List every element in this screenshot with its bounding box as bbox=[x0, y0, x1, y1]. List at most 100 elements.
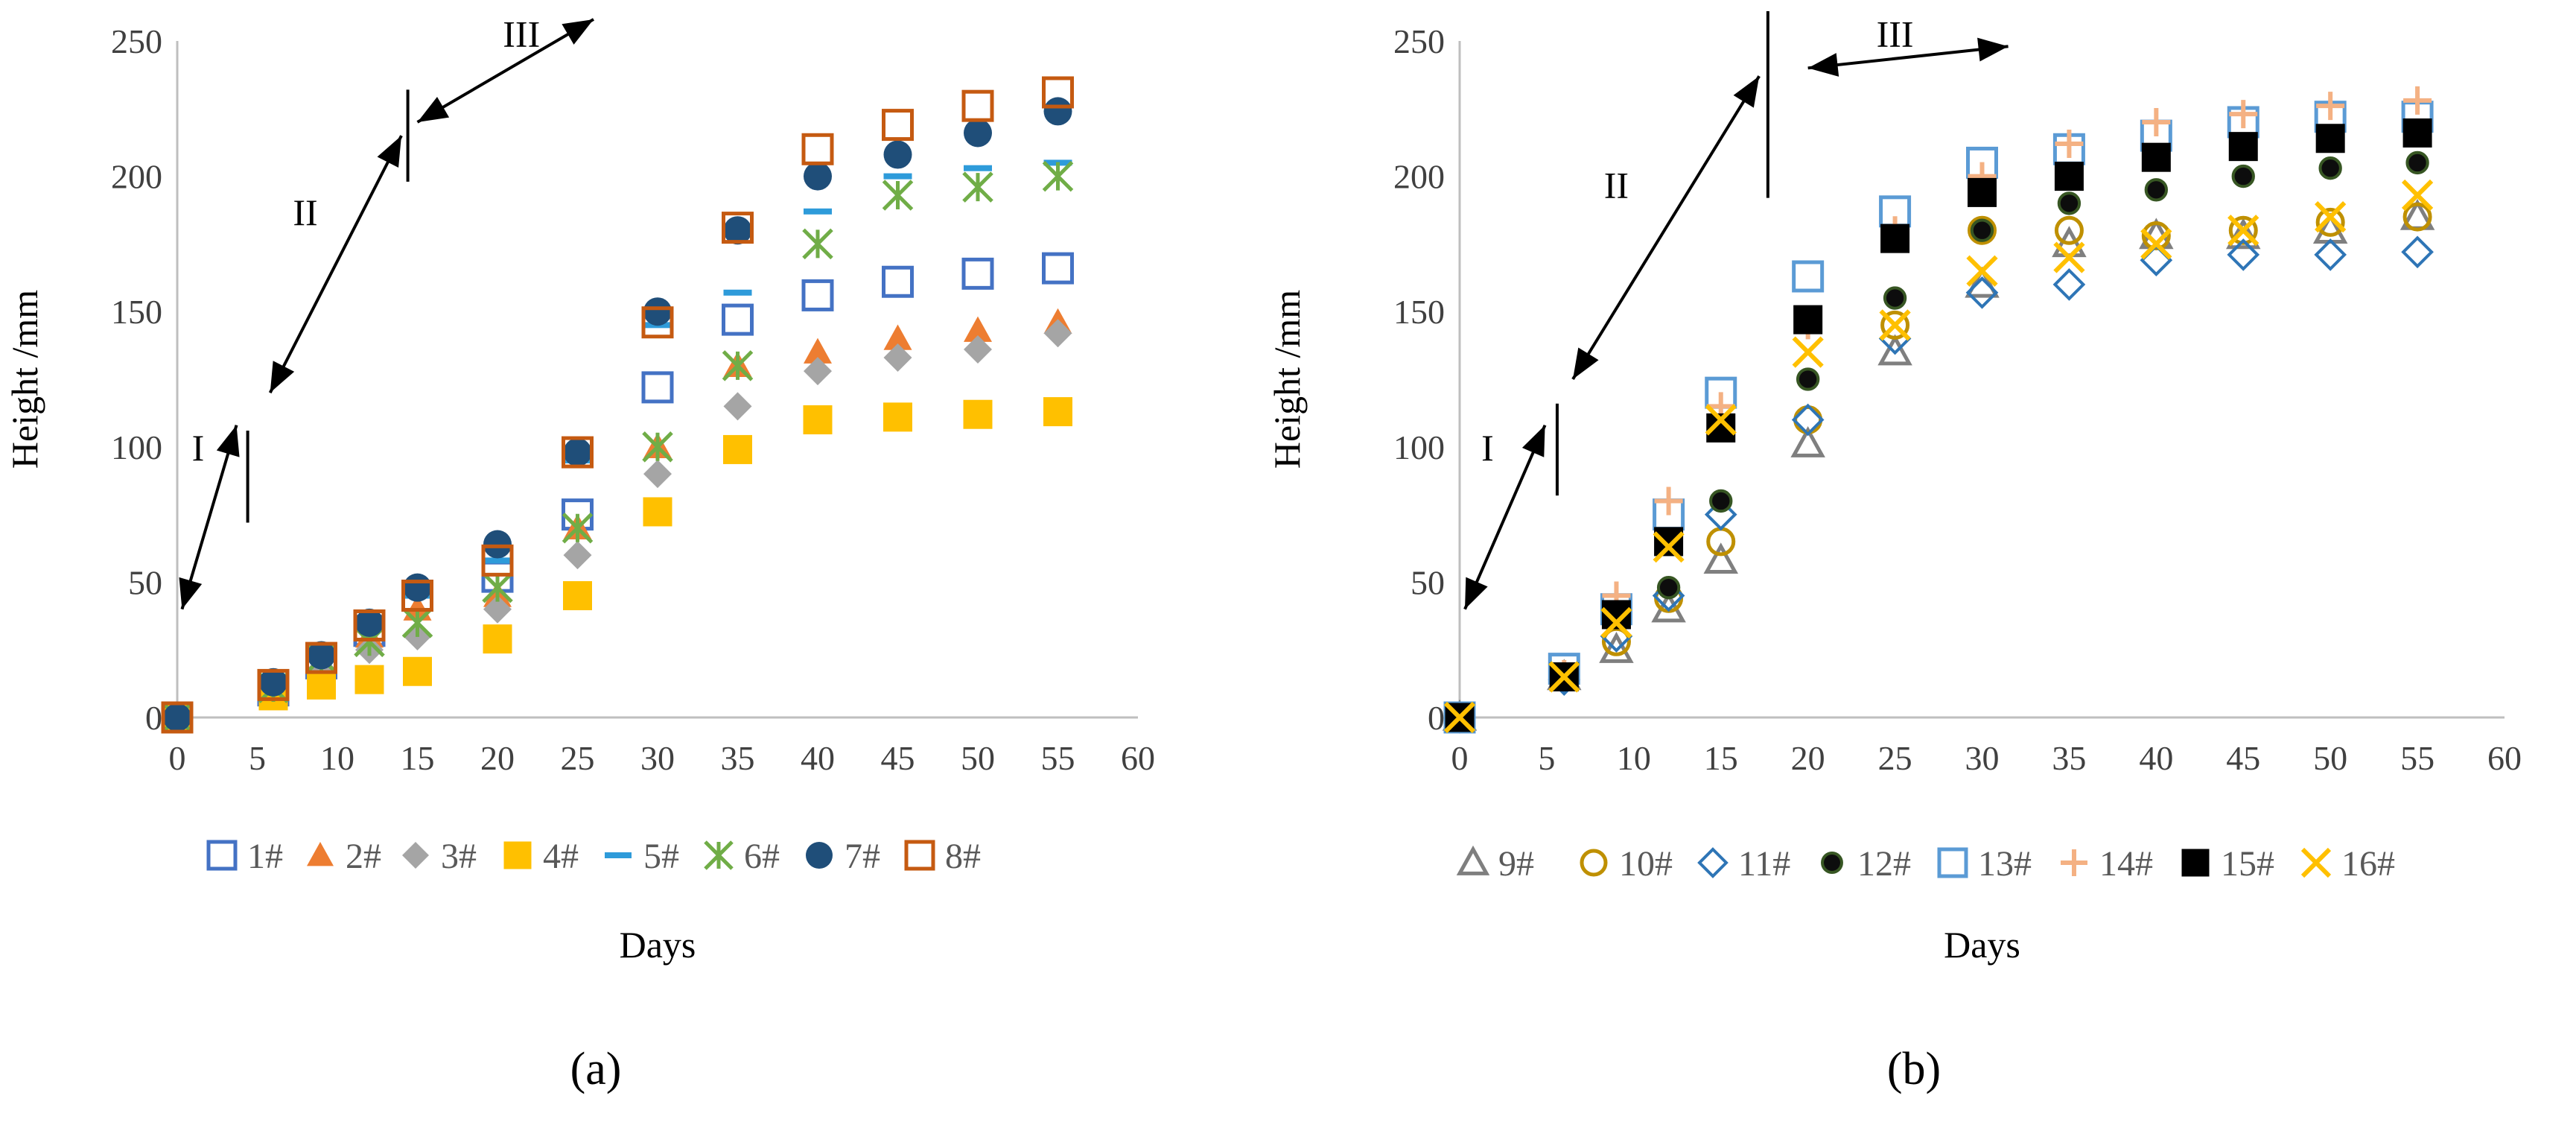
x-tick-label: 25 bbox=[1878, 739, 1912, 777]
phase-arrow-3 bbox=[1807, 45, 2009, 70]
data-point-8# bbox=[161, 701, 194, 734]
x-tick-label: 45 bbox=[2226, 739, 2260, 777]
data-point-11# bbox=[2314, 238, 2347, 271]
data-point-1# bbox=[801, 279, 834, 311]
data-point-6# bbox=[882, 180, 914, 211]
legend-label: 5# bbox=[643, 837, 679, 876]
data-point-9# bbox=[1703, 542, 1738, 574]
x-tick-label: 35 bbox=[721, 739, 755, 777]
data-point-10# bbox=[2228, 215, 2258, 245]
y-tick-label: 150 bbox=[111, 293, 162, 331]
x-tick-label: 20 bbox=[480, 739, 515, 777]
phase-label-1: I bbox=[192, 427, 205, 469]
data-point-4# bbox=[643, 497, 672, 527]
x-tick-label: 5 bbox=[1538, 739, 1555, 777]
data-point-3# bbox=[723, 392, 752, 421]
data-point-10# bbox=[2141, 221, 2171, 251]
data-point-14# bbox=[2316, 92, 2345, 121]
data-point-9# bbox=[1877, 334, 1912, 366]
data-point-3# bbox=[883, 343, 912, 372]
data-point-8# bbox=[641, 306, 674, 339]
x-tick-label: 35 bbox=[2052, 739, 2086, 777]
data-point-15# bbox=[2315, 124, 2345, 153]
data-point-16# bbox=[1600, 606, 1632, 639]
data-point-3# bbox=[483, 595, 512, 624]
x-tick-label: 10 bbox=[1617, 739, 1651, 777]
data-point-4# bbox=[723, 434, 752, 464]
x-tick-label: 15 bbox=[401, 739, 435, 777]
data-point-8# bbox=[961, 89, 994, 122]
data-point-8# bbox=[305, 641, 337, 674]
y-tick-label: 200 bbox=[1393, 158, 1445, 196]
data-point-4# bbox=[963, 399, 993, 429]
chart-panel-a: 0 5 10 15 20 25 30 35 40 45 50 55 60 0 50 100 150 200 250 H… bbox=[4, 13, 1155, 1094]
y-tick-label: 100 bbox=[1393, 428, 1445, 466]
data-point-10# bbox=[1706, 527, 1736, 557]
data-point-16# bbox=[1653, 531, 1685, 563]
data-point-15# bbox=[2402, 118, 2432, 148]
data-point-7# bbox=[163, 703, 191, 732]
data-point-4# bbox=[403, 656, 432, 686]
data-point-6# bbox=[962, 171, 993, 203]
panel-label: (b) bbox=[1887, 1044, 1941, 1094]
data-point-1# bbox=[641, 371, 674, 404]
data-point-7# bbox=[723, 216, 752, 245]
data-point-14# bbox=[2229, 100, 2258, 129]
data-point-7# bbox=[883, 140, 912, 169]
phase-arrow-1 bbox=[180, 425, 238, 610]
data-point-8# bbox=[401, 580, 433, 612]
data-point-10# bbox=[1968, 215, 1997, 245]
data-point-6# bbox=[642, 431, 673, 463]
data-point-4# bbox=[803, 405, 833, 434]
legend-label: 9# bbox=[1498, 844, 1534, 884]
data-point-6# bbox=[1042, 160, 1074, 192]
data-point-2# bbox=[804, 337, 832, 364]
data-point-6# bbox=[802, 228, 833, 260]
x-tick-label: 0 bbox=[1451, 739, 1469, 777]
data-point-5# bbox=[964, 165, 992, 171]
legend-marker-3# bbox=[402, 842, 429, 869]
data-point-16# bbox=[1443, 701, 1476, 734]
data-point-16# bbox=[2401, 179, 2434, 212]
legend-label: 14# bbox=[2099, 844, 2153, 884]
data-point-11# bbox=[1965, 276, 1999, 309]
data-point-2# bbox=[883, 324, 912, 350]
x-tick-label: 30 bbox=[640, 739, 675, 777]
data-point-15# bbox=[1880, 224, 1910, 253]
data-point-5# bbox=[883, 173, 912, 180]
data-point-7# bbox=[259, 668, 287, 697]
data-point-1# bbox=[722, 303, 754, 336]
x-tick-label: 50 bbox=[2313, 739, 2347, 777]
x-tick-label: 15 bbox=[1704, 739, 1738, 777]
phase-arrow-2 bbox=[1571, 75, 1761, 381]
data-point-15# bbox=[1968, 177, 1997, 207]
data-point-6# bbox=[401, 607, 433, 638]
data-point-4# bbox=[483, 624, 512, 654]
phase-label-3: III bbox=[1877, 13, 1914, 54]
data-point-8# bbox=[562, 436, 594, 469]
data-point-9# bbox=[1599, 632, 1634, 663]
data-point-8# bbox=[722, 212, 754, 244]
data-point-7# bbox=[563, 438, 592, 467]
data-point-11# bbox=[1791, 403, 1825, 437]
legend-label: 7# bbox=[845, 837, 880, 876]
data-point-16# bbox=[2053, 241, 2085, 273]
y-tick-label: 50 bbox=[1411, 563, 1445, 601]
data-point-9# bbox=[1790, 426, 1825, 457]
data-point-16# bbox=[1792, 336, 1824, 368]
phase-arrow-2 bbox=[268, 135, 403, 394]
data-point-5# bbox=[723, 289, 752, 296]
y-tick-label: 50 bbox=[128, 563, 162, 601]
data-point-14# bbox=[2055, 130, 2084, 159]
phase-label-2: II bbox=[1604, 165, 1629, 206]
phase-label-3: III bbox=[503, 13, 540, 54]
data-point-7# bbox=[483, 530, 512, 559]
x-tick-label: 40 bbox=[2139, 739, 2173, 777]
data-point-6# bbox=[482, 571, 513, 603]
data-point-5# bbox=[804, 208, 832, 215]
data-point-12# bbox=[2057, 191, 2082, 215]
phase-arrow-1-head-end bbox=[1521, 425, 1545, 457]
y-tick-label: 100 bbox=[111, 428, 162, 466]
data-point-8# bbox=[353, 609, 386, 642]
data-point-11# bbox=[2401, 235, 2434, 269]
